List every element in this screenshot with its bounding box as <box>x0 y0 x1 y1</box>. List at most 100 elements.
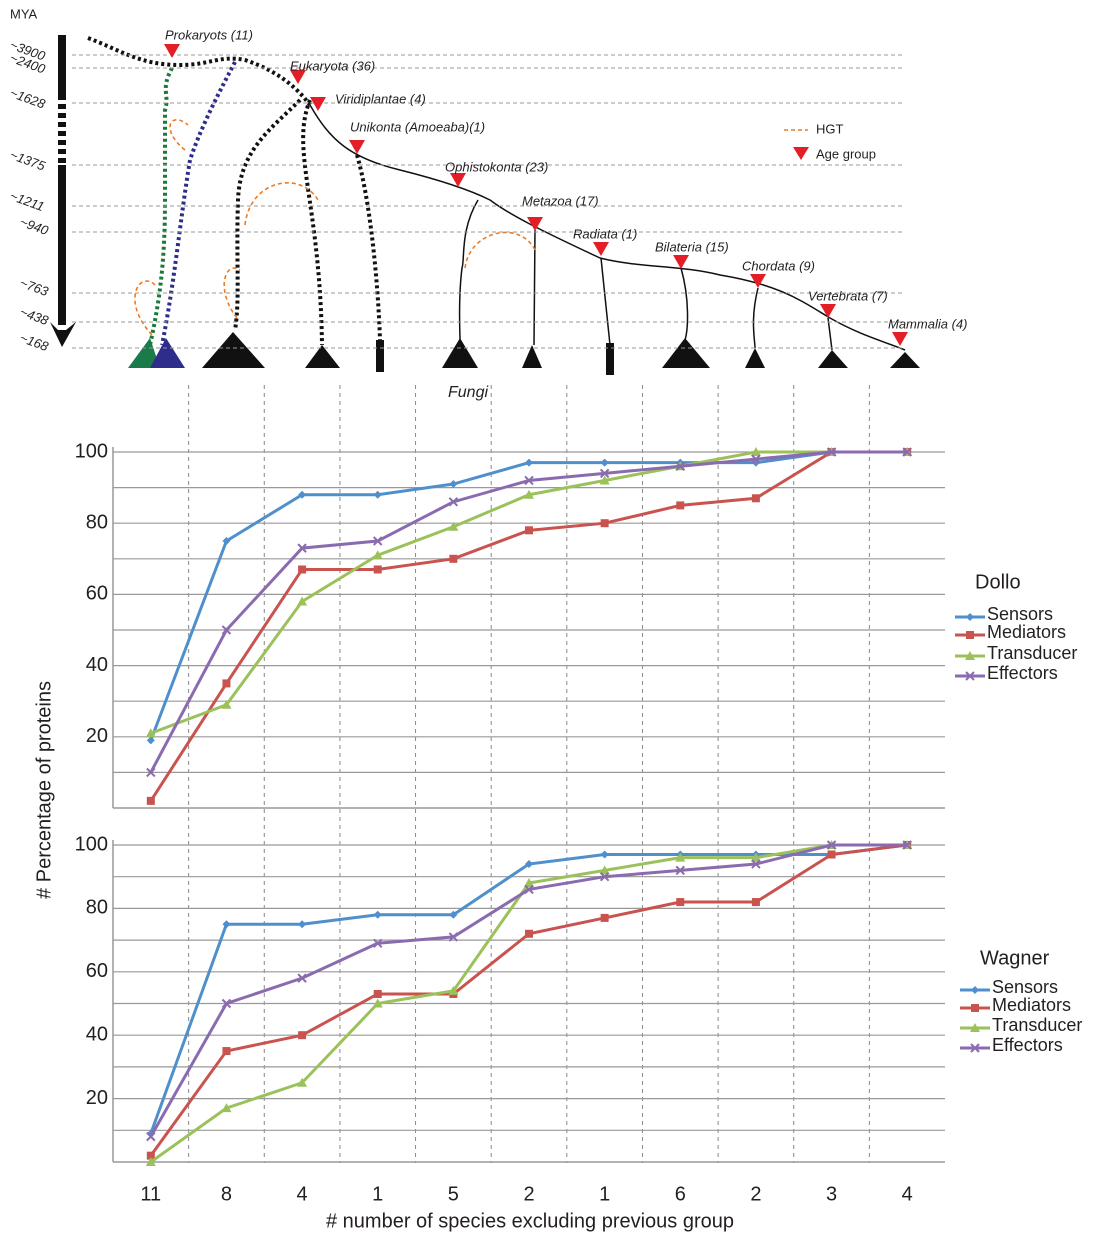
data-point <box>970 1043 980 1053</box>
data-point <box>146 1131 156 1142</box>
x-tick-label: 6 <box>675 1183 686 1205</box>
x-tick-label: 11 <box>140 1183 161 1205</box>
legend-age-swatch <box>793 147 809 160</box>
legend-label: Sensors <box>987 604 1053 624</box>
data-point <box>599 865 610 875</box>
age-group-marker <box>164 44 180 58</box>
data-point <box>676 898 685 907</box>
data-point <box>373 536 383 546</box>
data-point <box>449 910 458 919</box>
y-tick-label: 20 <box>86 1087 108 1109</box>
group-label: Unikonta (Amoeaba)(1) <box>350 119 485 134</box>
y-tick-label: 40 <box>86 1023 108 1045</box>
group-label: Prokaryots (11) <box>165 27 253 42</box>
data-point <box>675 461 685 471</box>
data-point <box>971 986 979 994</box>
age-group-marker <box>673 255 689 269</box>
age-group-marker <box>450 173 466 187</box>
data-point <box>525 526 533 535</box>
y-tick-label: 80 <box>86 511 108 533</box>
age-group-marker <box>750 274 766 288</box>
data-point <box>372 550 383 560</box>
data-point <box>297 543 307 553</box>
clade <box>606 343 614 375</box>
legend-label: Sensors <box>992 977 1058 997</box>
data-point <box>600 850 609 859</box>
data-point <box>372 998 383 1008</box>
branch <box>355 154 382 341</box>
branch <box>680 267 689 341</box>
data-point <box>750 447 761 456</box>
data-point <box>373 490 382 499</box>
data-point <box>599 468 610 479</box>
data-point <box>965 671 975 681</box>
data-point <box>298 1031 307 1040</box>
legend-label: Effectors <box>992 1035 1063 1055</box>
group-label: Mammalia (4) <box>888 316 967 331</box>
legend-label: Age group <box>816 146 876 161</box>
age-label: ~763 <box>18 275 51 299</box>
group-label: Metazoa (17) <box>522 193 599 208</box>
trunk <box>87 36 312 107</box>
legend-title: Dollo <box>975 571 1021 593</box>
group-label: Chordata (9) <box>742 258 815 273</box>
hgt-arrow <box>464 231 536 269</box>
data-point <box>966 631 974 639</box>
data-point <box>298 920 307 929</box>
y-tick-label: 100 <box>75 833 108 855</box>
data-point <box>827 850 836 859</box>
data-point <box>826 840 837 850</box>
y-tick-label: 60 <box>86 960 108 982</box>
age-group-marker <box>310 97 326 111</box>
x-tick-label: 4 <box>297 1183 308 1205</box>
data-point <box>373 989 382 998</box>
data-point <box>373 910 382 919</box>
x-tick-label: 3 <box>826 1183 837 1205</box>
data-point <box>297 973 307 983</box>
data-point <box>826 447 837 457</box>
data-point <box>524 475 534 486</box>
data-point <box>902 447 912 457</box>
age-label: ~1211 <box>8 188 47 214</box>
x-tick-label: 8 <box>221 1183 232 1205</box>
data-point <box>675 865 685 876</box>
data-point <box>298 490 307 499</box>
age-label: ~940 <box>18 214 51 238</box>
data-point <box>600 519 609 528</box>
data-point <box>675 852 686 862</box>
data-point <box>221 1103 232 1113</box>
clade <box>202 332 920 368</box>
data-point <box>448 932 459 942</box>
clade <box>150 338 185 368</box>
data-point <box>524 489 534 499</box>
age-label: ~438 <box>18 304 51 328</box>
data-point <box>221 998 232 1009</box>
data-point <box>448 497 459 507</box>
y-tick-label: 60 <box>86 583 108 605</box>
clade <box>128 338 160 368</box>
branch <box>301 99 324 346</box>
legend-label: Transducer <box>987 643 1077 663</box>
data-point <box>600 913 609 922</box>
data-point <box>146 1151 155 1160</box>
data-point <box>448 985 459 995</box>
data-point <box>146 767 156 778</box>
age-label: ~1628 <box>8 85 48 112</box>
group-label: Bilateria (15) <box>655 239 729 254</box>
age-group-marker <box>290 70 306 84</box>
branch <box>148 67 174 346</box>
data-point <box>599 475 610 485</box>
data-point <box>902 840 912 850</box>
x-tick-label: 2 <box>523 1183 534 1205</box>
time-arrow <box>58 165 66 325</box>
time-arrowhead <box>50 322 76 347</box>
data-point <box>373 565 382 574</box>
data-point <box>449 554 458 563</box>
data-point <box>524 884 534 895</box>
data-point <box>298 565 307 574</box>
data-point <box>449 480 458 489</box>
data-point <box>525 458 533 467</box>
legend-label: Effectors <box>987 663 1058 683</box>
trunk <box>309 104 906 351</box>
